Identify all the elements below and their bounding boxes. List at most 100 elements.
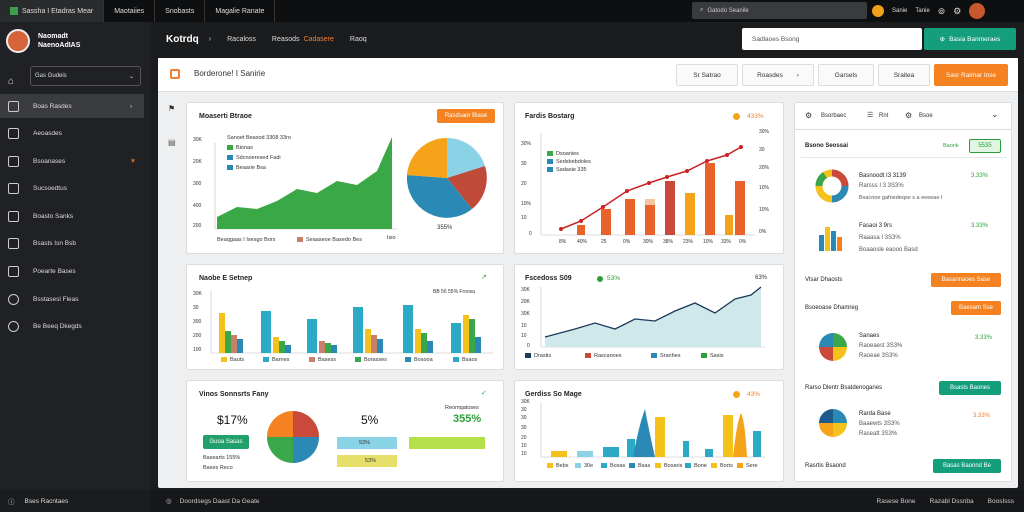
message-icon [8,266,19,278]
sidebar-footer[interactable]: ⓘ Bses Racntaes [0,490,150,512]
chart-footer-item: Beaqgaas I Isesgo Bors [217,237,275,243]
panel-button-3[interactable]: Bsasts Baones [939,381,1001,395]
brand-logo[interactable]: Kotrdq [166,33,199,45]
sidebar-item-0[interactable]: Boas Rasdes › [0,94,144,118]
panel-item-sub: Raseatt 3S3% [859,431,898,437]
avatar[interactable] [969,3,986,19]
toolbar-primary-button[interactable]: Sasr Raimar Inse [934,64,1008,86]
breadcrumb-item[interactable]: Racaloss [227,35,256,43]
bar [365,329,371,353]
chart-footer-label: Seaaseoe Basedo Bes [306,237,362,243]
doc-icon[interactable]: ▤ [168,138,176,147]
panel-header-button[interactable]: 5535 [969,139,1001,153]
bar [705,163,715,235]
sidebar-user[interactable]: Naomadt NaenoAdIAS [0,22,150,60]
toolbar-button-3[interactable]: Garsels [818,64,874,86]
sidebar-item-7[interactable]: Bsstasesl Fleas [0,287,150,311]
status-right-item[interactable]: BoosIsss [987,497,1014,505]
x-tick: 10% [703,239,714,245]
status-right-item[interactable]: Razabl Dssnba [929,497,974,505]
panel-header-button-label: 5535 [978,143,992,149]
bar [463,315,469,353]
top-search-input[interactable]: ⌕ Gatodo Seanile [692,2,867,19]
tab-3[interactable]: Snobasts [155,0,206,22]
toolbar-button-label: Garsels [834,71,858,79]
bar [427,341,433,353]
pin-icon[interactable]: ⚑ [168,104,176,113]
panel-tab[interactable]: Rnt [879,113,889,119]
coin-icon[interactable] [872,5,884,17]
status-right-item[interactable]: Rasese Bone [876,497,916,505]
github-icon[interactable]: ⊚ [937,5,946,16]
toolbar: Borderone! I Sanirie Sr Satrao Roasdes › … [158,58,1018,92]
list-icon[interactable]: ☰ [867,112,874,119]
y-tick: 20K [193,159,202,165]
bar [237,339,243,353]
trend-icon: ↗ [481,274,487,281]
bar [225,331,231,353]
gear-icon[interactable]: ⚙ [905,111,913,120]
panel-item-sub: Baaewts 3S3% [859,421,900,427]
sidebar-item-6[interactable]: Poearte Bases [0,260,150,284]
x-label-item: 30e [575,463,593,469]
breadcrumb-item[interactable]: Reasods [271,35,300,43]
right-panel: ⚙ Bsorbaec ☰ Rnt ⚙ Bsoe ⌄ Bsono Seossai … [794,102,1012,482]
y-tick: 0 [529,231,532,237]
tab-1[interactable]: Sassha I Etadras Mear [0,0,105,22]
sidebar-item-5[interactable]: Bsasts Isn Bsb [0,232,150,256]
pie-slice [293,411,319,437]
panel-button-1[interactable]: Basannaoes Sase [931,273,1001,287]
sidebar-item-4[interactable]: Boasto Sanks [0,204,150,228]
tab-4[interactable]: Magalie Ranate [205,0,276,22]
top-search-placeholder: Gatodo Seanile [707,7,749,14]
settings-icon[interactable]: ⚙ [805,111,813,120]
header-action-label: Basia Banmeraes [949,35,1001,43]
card-title: Fardis Bostarg [525,113,575,120]
panel-row-label: Rasrtis Bsaond [805,463,846,469]
panel-tab[interactable]: Bsoe [919,113,933,119]
pie-slice [819,423,833,437]
refresh-icon[interactable]: ◎ [166,498,172,505]
toolbar-button-1[interactable]: Sr Satrao [676,64,738,86]
bar [307,319,317,353]
settings-icon[interactable]: ⚙ [953,5,962,16]
toolbar-button-4[interactable]: Sraitea [878,64,930,86]
breadcrumb-item[interactable]: Raoq [349,35,367,43]
sidebar-item-1[interactable]: Aeoasdes [0,122,150,146]
app-icon [10,7,18,15]
sidebar-item-label: Be Beeq Dkegds [33,323,82,331]
home-icon[interactable]: ⌂ [8,76,15,87]
sidebar-item-8[interactable]: Be Beeq Dkegds [0,315,150,339]
check-icon: ✓ [481,390,487,397]
pie-slice [833,423,847,437]
sidebar-item-2[interactable]: Bsoanases ✶ [0,149,150,173]
chevron-down-icon[interactable]: ⌄ [991,109,999,119]
panel-tab[interactable]: Bsorbaec [821,113,847,119]
tab-2[interactable]: Maotaiies [104,0,156,22]
legend-item: Drastis [525,353,551,359]
card-stat-2: 63% [755,275,768,281]
legend-swatch [227,145,233,151]
card-title: Naobe E Setnep [199,275,253,282]
header-search-input[interactable]: Sadlaoes Bsong [742,28,922,50]
legend-item: Bionas [227,145,253,151]
card-action-button[interactable]: Rasdsaor Blase [437,109,495,123]
toolbar-button-2[interactable]: Roasdes › [742,64,814,86]
header-action-button[interactable]: ⊕ Basia Banmeraes [924,28,1016,50]
y-tick: 30K [521,399,530,405]
y-tick: 0 [527,343,530,349]
legend-swatch [547,159,553,165]
workspace-select[interactable]: Gas Gudeis ⌄ [30,66,141,86]
sidebar-item-3[interactable]: Sucsoedtus [0,177,150,201]
breadcrumb-item[interactable]: Cadasere [303,35,334,43]
bar [625,199,635,235]
user-label-2[interactable]: Tanie [915,8,930,14]
card-title: Gerdiss So Mage [525,391,582,398]
user-label[interactable]: Sanie [892,8,908,14]
line-point [739,145,743,149]
bar [683,441,689,457]
panel-button-2[interactable]: Baesam Sse [951,301,1001,315]
panel-button-4[interactable]: Basas Baonnd Be [933,459,1001,473]
line-point [601,205,605,209]
summary-button[interactable]: Guoa Sasas [203,435,249,449]
